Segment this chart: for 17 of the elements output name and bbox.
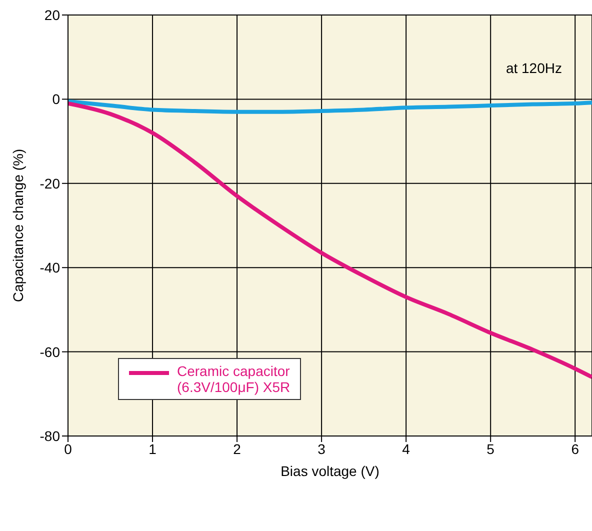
y-tick-label: -40 bbox=[40, 260, 60, 276]
x-tick-label: 6 bbox=[571, 440, 580, 457]
x-tick-label: 4 bbox=[402, 440, 410, 457]
legend-label: Ceramic capacitor (6.3V/100μF) X5R bbox=[177, 363, 290, 395]
x-tick-label: 3 bbox=[318, 440, 326, 457]
y-tick-label: -60 bbox=[40, 344, 60, 360]
x-tick-label: 5 bbox=[486, 440, 495, 457]
y-tick-label: -80 bbox=[40, 428, 60, 444]
x-axis-title: Bias voltage (V) bbox=[280, 463, 380, 479]
x-tick-label: 2 bbox=[233, 440, 242, 457]
annotation: at 120Hz bbox=[506, 60, 562, 76]
y-tick-label: -20 bbox=[40, 175, 60, 192]
y-axis-title: Capacitance change (%) bbox=[10, 148, 26, 302]
x-tick-label: 1 bbox=[148, 440, 157, 457]
y-tick-label: 20 bbox=[44, 6, 60, 23]
x-tick-label: 0 bbox=[64, 440, 72, 457]
y-tick-label: 0 bbox=[52, 91, 60, 108]
